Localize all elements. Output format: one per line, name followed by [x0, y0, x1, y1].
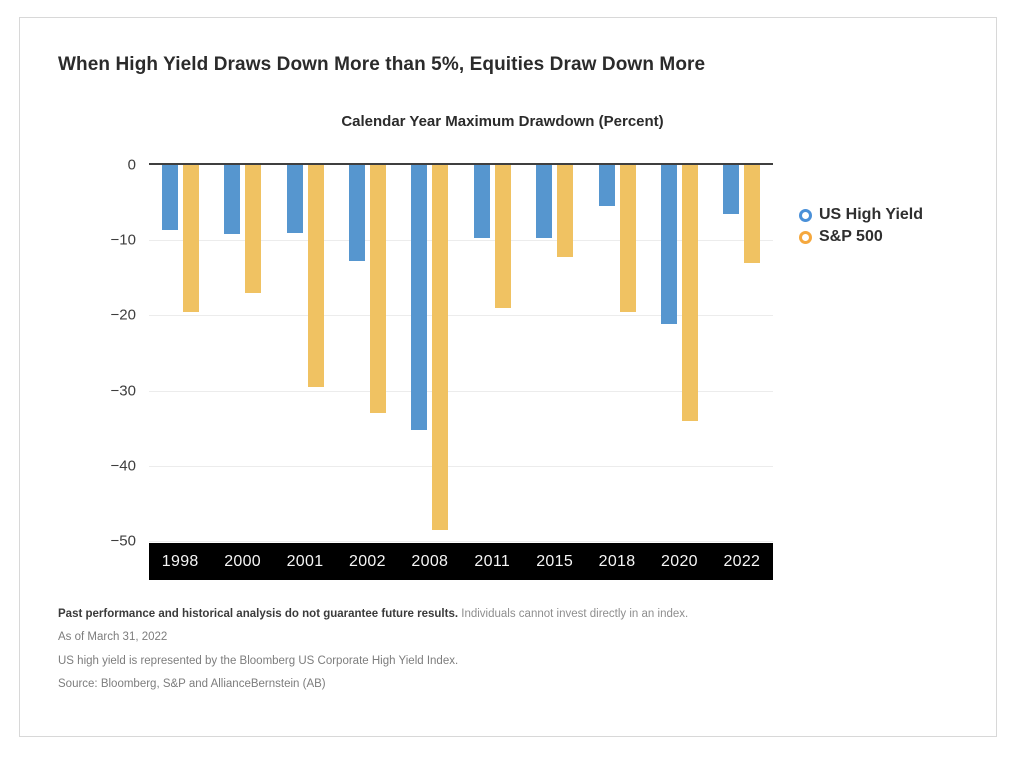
chart-card: When High Yield Draws Down More than 5%,… — [19, 17, 997, 737]
bar-us-high-yield-1998 — [161, 165, 178, 231]
bar-us-high-yield-2020 — [660, 165, 677, 325]
bar-group-2002 — [336, 165, 398, 541]
legend-ring-icon — [799, 208, 812, 222]
legend-label: S&P 500 — [819, 228, 883, 245]
bar-group-2015 — [523, 165, 585, 541]
gridline — [149, 315, 773, 317]
footnote-disclaimer-rest: Individuals cannot invest directly in an… — [461, 608, 689, 620]
y-tick-label: −20 — [110, 306, 136, 324]
footnotes: Past performance and historical analysis… — [58, 603, 688, 696]
y-tick-label: 0 — [127, 156, 136, 174]
bar-group-2022 — [711, 165, 773, 541]
bar-s-p-500-2002 — [369, 165, 386, 414]
footnote-disclaimer-bold: Past performance and historical analysis… — [58, 608, 459, 620]
y-tick-label: −40 — [110, 457, 136, 475]
gridline — [149, 240, 773, 242]
plot-area — [149, 165, 773, 542]
bar-us-high-yield-2008 — [411, 165, 428, 431]
bar-us-high-yield-2001 — [286, 165, 303, 233]
legend: US High Yield S&P 500 — [799, 204, 923, 248]
bar-group-2001 — [274, 165, 336, 541]
zero-axis-line — [149, 163, 773, 165]
x-tick-label-2008: 2008 — [411, 552, 449, 570]
bar-us-high-yield-2011 — [473, 165, 490, 238]
bar-s-p-500-1998 — [182, 165, 199, 312]
bar-groups — [149, 165, 773, 541]
footnote-index-note: US high yield is represented by the Bloo… — [58, 654, 459, 667]
x-tick-label-2022: 2022 — [723, 552, 761, 570]
x-tick-label-2018: 2018 — [598, 552, 636, 570]
bar-s-p-500-2020 — [681, 165, 698, 421]
bar-s-p-500-2022 — [744, 165, 761, 263]
chart-title: When High Yield Draws Down More than 5%,… — [58, 54, 706, 75]
bar-group-2018 — [586, 165, 648, 541]
chart-subtitle: Calendar Year Maximum Drawdown (Percent) — [341, 113, 664, 130]
bar-group-1998 — [149, 165, 211, 541]
bar-s-p-500-2008 — [432, 165, 449, 530]
bar-us-high-yield-2018 — [598, 165, 615, 207]
bar-group-2020 — [648, 165, 710, 541]
x-axis-band: 1998 2000 2001 2002 2008 2011 2015 2018 2020 2022 — [149, 543, 773, 580]
bar-group-2008 — [399, 165, 461, 541]
x-tick-label-2015: 2015 — [536, 552, 574, 570]
x-tick-label-1998: 1998 — [161, 552, 199, 570]
bar-group-2011 — [461, 165, 523, 541]
legend-item-us-high-yield: US High Yield — [799, 204, 923, 226]
bar-s-p-500-2000 — [245, 165, 262, 293]
legend-label: US High Yield — [819, 206, 924, 223]
x-tick-label-2011: 2011 — [474, 552, 511, 570]
footnote-source: Source: Bloomberg, S&P and AllianceBerns… — [58, 677, 326, 690]
bar-s-p-500-2001 — [307, 165, 324, 387]
bar-us-high-yield-2022 — [723, 165, 740, 214]
legend-ring-icon — [799, 230, 812, 244]
bar-us-high-yield-2002 — [348, 165, 365, 262]
y-tick-label: −50 — [110, 532, 136, 550]
bar-us-high-yield-2000 — [224, 165, 241, 235]
x-tick-label-2002: 2002 — [349, 552, 386, 570]
gridline — [149, 465, 773, 467]
x-tick-label-2001: 2001 — [286, 552, 324, 570]
x-tick-label-2020: 2020 — [661, 552, 698, 570]
bar-s-p-500-2018 — [619, 165, 636, 312]
y-axis: 0 −10 −20 −30 −40 −50 — [20, 18, 996, 736]
gridline — [149, 541, 773, 542]
bar-s-p-500-2015 — [557, 165, 574, 257]
footnote-as-of: As of March 31, 2022 — [58, 631, 168, 644]
bar-us-high-yield-2015 — [536, 165, 553, 238]
legend-item-s-p-500: S&P 500 — [799, 226, 923, 248]
x-tick-label-2000: 2000 — [224, 552, 261, 570]
bar-group-2000 — [211, 165, 273, 541]
footnote-disclaimer: Past performance and historical analysis… — [58, 603, 688, 626]
bar-s-p-500-2011 — [494, 165, 511, 308]
gridline — [149, 390, 773, 392]
y-tick-label: −30 — [110, 382, 136, 400]
y-tick-label: −10 — [110, 231, 136, 249]
